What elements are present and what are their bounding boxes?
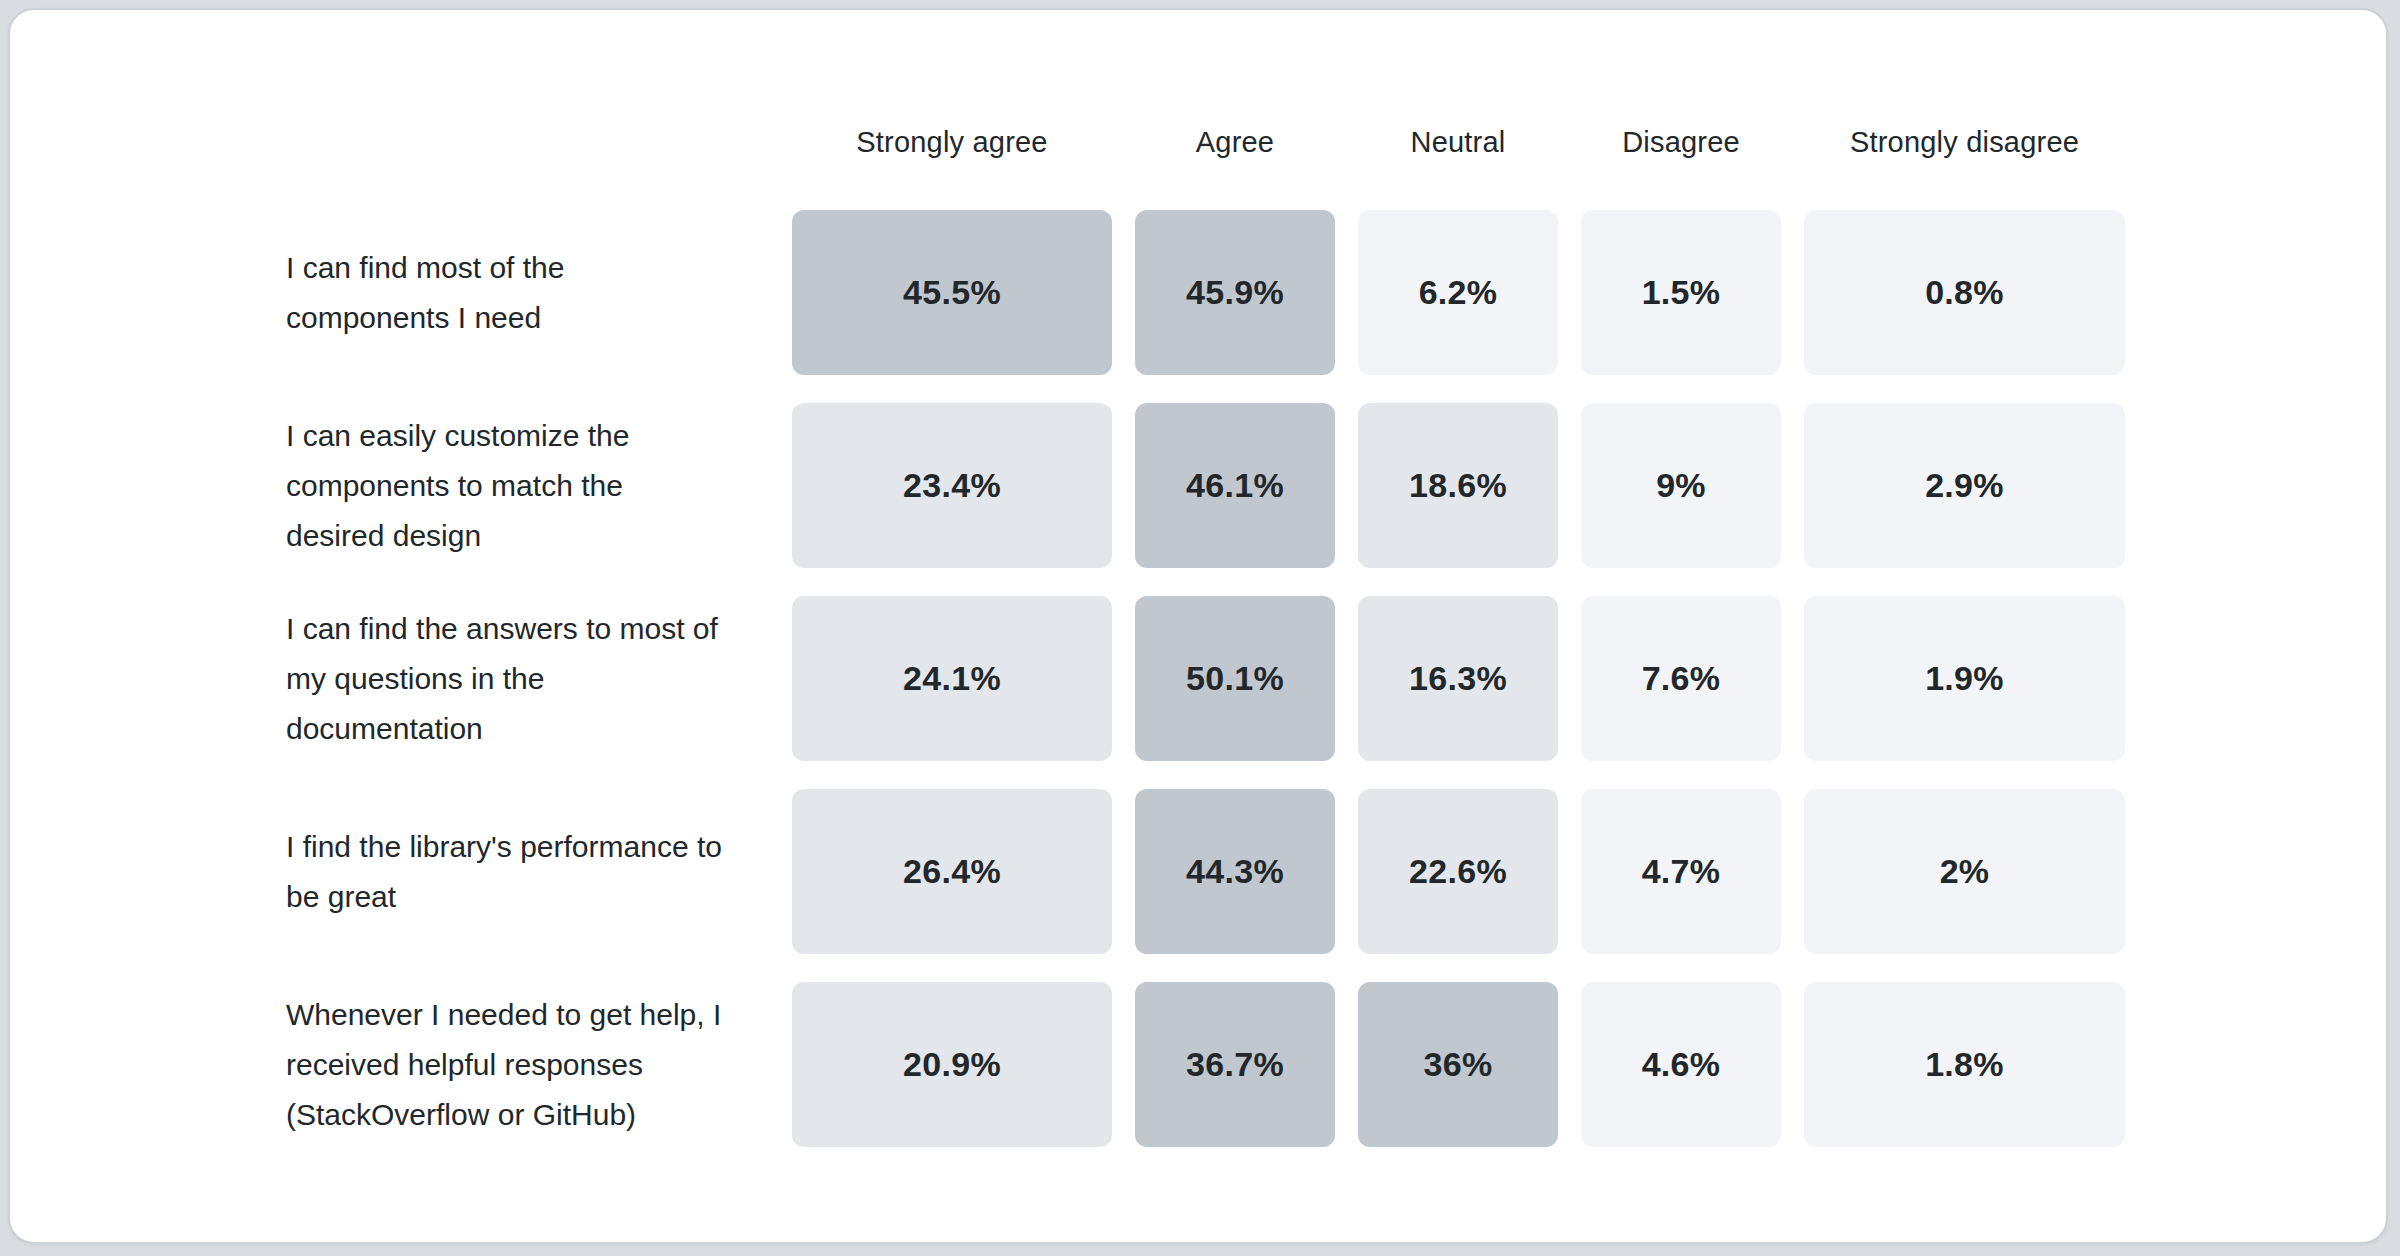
column-header-1: Strongly agree: [792, 102, 1112, 182]
heatmap-cell-r3-c1: 24.1%: [792, 596, 1112, 761]
heatmap-cell-r2-c1: 23.4%: [792, 403, 1112, 568]
row-label-text: I can find most of the components I need: [286, 243, 726, 343]
survey-results-card: Strongly agree Agree Neutral Disagree Strong…: [8, 8, 2388, 1244]
heatmap-cell-r5-c5: 1.8%: [1804, 982, 2125, 1147]
row-label-text: Whenever I needed to get help, I receive…: [286, 990, 726, 1140]
corner-spacer: [278, 102, 769, 182]
row-label-3: I can find the answers to most of my que…: [278, 596, 769, 761]
column-header-3: Neutral: [1358, 102, 1558, 182]
heatmap-cell-r4-c5: 2%: [1804, 789, 2125, 954]
heatmap-cell-r5-c4: 4.6%: [1581, 982, 1781, 1147]
heatmap-cell-r1-c2: 45.9%: [1135, 210, 1335, 375]
heatmap-cell-r1-c4: 1.5%: [1581, 210, 1781, 375]
heatmap-cell-r2-c4: 9%: [1581, 403, 1781, 568]
heatmap-cell-r4-c3: 22.6%: [1358, 789, 1558, 954]
column-header-4: Disagree: [1581, 102, 1781, 182]
heatmap-cell-r5-c1: 20.9%: [792, 982, 1112, 1147]
heatmap-cell-r1-c1: 45.5%: [792, 210, 1112, 375]
row-label-1: I can find most of the components I need: [278, 210, 769, 375]
heatmap-cell-r2-c3: 18.6%: [1358, 403, 1558, 568]
heatmap-cell-r3-c5: 1.9%: [1804, 596, 2125, 761]
heatmap-cell-r4-c1: 26.4%: [792, 789, 1112, 954]
heatmap-cell-r2-c5: 2.9%: [1804, 403, 2125, 568]
heatmap-cell-r1-c5: 0.8%: [1804, 210, 2125, 375]
heatmap-cell-r5-c3: 36%: [1358, 982, 1558, 1147]
survey-heatmap: Strongly agree Agree Neutral Disagree Strong…: [10, 10, 2386, 1147]
row-label-4: I find the library's performance to be g…: [278, 789, 769, 954]
heatmap-cell-r4-c4: 4.7%: [1581, 789, 1781, 954]
heatmap-cell-r2-c2: 46.1%: [1135, 403, 1335, 568]
heatmap-cell-r1-c3: 6.2%: [1358, 210, 1558, 375]
row-label-2: I can easily customize the components to…: [278, 403, 769, 568]
heatmap-cell-r3-c3: 16.3%: [1358, 596, 1558, 761]
row-label-text: I find the library's performance to be g…: [286, 822, 726, 922]
column-header-5: Strongly disagree: [1804, 102, 2125, 182]
heatmap-cell-r5-c2: 36.7%: [1135, 982, 1335, 1147]
heatmap-cell-r4-c2: 44.3%: [1135, 789, 1335, 954]
heatmap-cell-r3-c4: 7.6%: [1581, 596, 1781, 761]
row-label-text: I can easily customize the components to…: [286, 411, 726, 561]
column-header-2: Agree: [1135, 102, 1335, 182]
row-label-text: I can find the answers to most of my que…: [286, 604, 726, 754]
heatmap-cell-r3-c2: 50.1%: [1135, 596, 1335, 761]
row-label-5: Whenever I needed to get help, I receive…: [278, 982, 769, 1147]
